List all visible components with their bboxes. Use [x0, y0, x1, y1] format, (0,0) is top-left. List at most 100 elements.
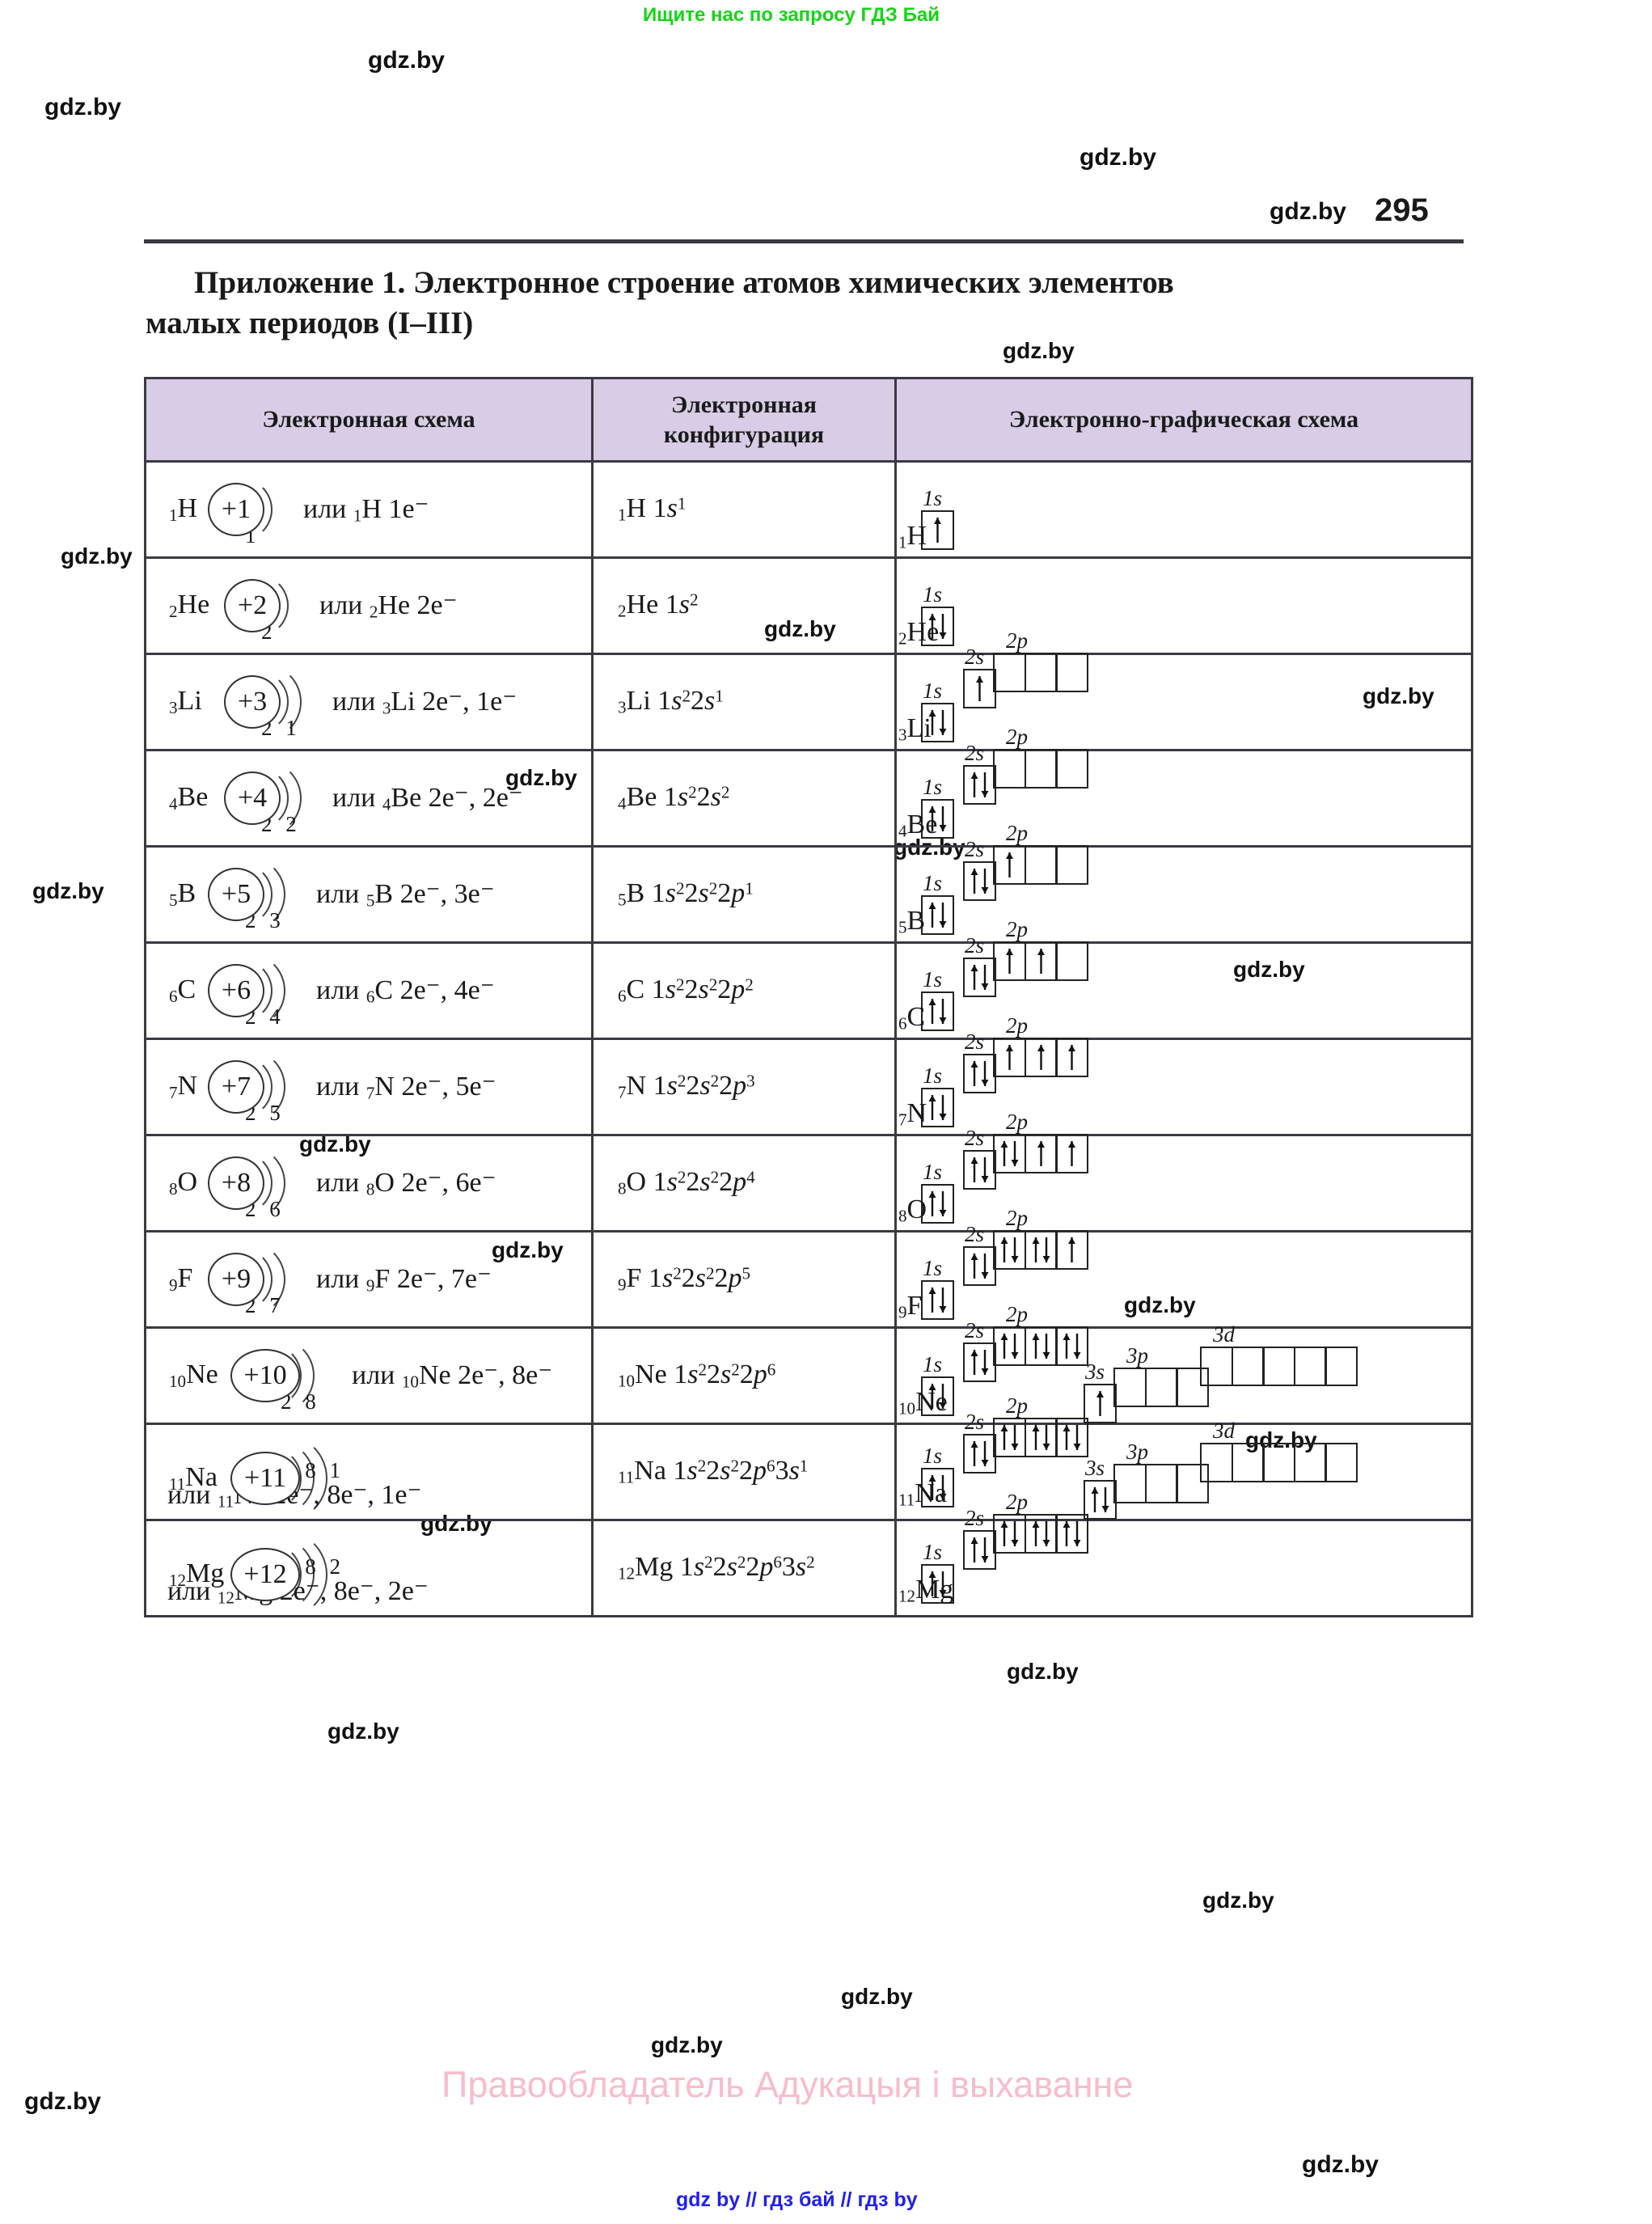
table-body: 1H +1 1 или 1H 1e⁻ 1H 1s1 1s 1H 2He +2 2 или 2He 2… [144, 460, 1473, 1619]
orbital-boxes-1s [921, 1088, 954, 1127]
column-header-electron-scheme: Электронная схема [144, 377, 594, 463]
orbital-cell-filled [993, 1514, 1026, 1554]
orbital-element-symbol: 12Mg [898, 1575, 954, 1606]
table-header-row: Электронная схема Электронная конфигурац… [144, 377, 1473, 463]
page-title-line1: Приложение 1. Электронное строение атомо… [194, 265, 1174, 300]
cell-electron-graphic-scheme: 1s 2s 2p 10Ne [894, 1302, 1473, 1425]
orbital-element-symbol: 11Na [898, 1478, 947, 1510]
orbital-cell-filled [1055, 1326, 1088, 1366]
orbital-boxes-3p [1113, 1368, 1209, 1407]
orbital-boxes-1s [921, 895, 954, 935]
orbital-cell-empty [1144, 1464, 1178, 1503]
orbital-element-symbol: 10Ne [898, 1387, 948, 1419]
orbital-boxes-1s [921, 703, 954, 742]
electron-shell-arc [209, 856, 285, 932]
orbital-cell-filled [993, 1134, 1026, 1173]
orbital-cell-filled [993, 845, 1026, 885]
electron-configuration-text: 2He 1s2 [618, 590, 699, 621]
orbital-level-label-1s: 1s [923, 1063, 943, 1088]
orbital-boxes-2p [993, 1418, 1088, 1457]
column-header-electron-configuration: Электронная конфигурация [591, 377, 897, 463]
electron-shell-arc [226, 664, 302, 740]
site-watermark: gdz.by [1080, 144, 1156, 171]
orbital-cell-empty [1113, 1464, 1147, 1503]
orbital-cell-filled [1055, 1514, 1088, 1554]
orbital-cell-filled [963, 1150, 996, 1190]
orbital-cell-filled [1084, 1480, 1117, 1520]
element-symbol: 5B [169, 878, 196, 910]
electron-configuration-text: 12Mg 1s22s22p63s2 [618, 1552, 815, 1583]
cell-electron-scheme: 2He +2 2 или 2He 2e⁻ [144, 556, 594, 655]
orbital-cell-empty [1231, 1347, 1265, 1386]
cell-electron-graphic-scheme: 1s 2s 2p 3s 3p 3d 12Mg [894, 1419, 1473, 1617]
nucleus-charge: +8 [208, 1156, 264, 1210]
cell-electron-configuration: 7N 1s22s22p3 [591, 1038, 897, 1136]
electron-shell-arc [209, 1241, 285, 1317]
orbital-cell-empty [1055, 941, 1088, 981]
orbital-cell-filled [1024, 1134, 1058, 1173]
cell-electron-graphic-scheme: 1s 2s 2p 9F [894, 1206, 1473, 1329]
orbital-level-label-1s: 1s [923, 1540, 943, 1564]
table-row: 1H +1 1 или 1H 1e⁻ 1H 1s1 1s 1H [144, 460, 1473, 559]
orbital-cell-filled [1055, 1418, 1088, 1457]
nucleus-charge: +10 [230, 1349, 300, 1402]
orbital-level-label-2s: 2s [965, 933, 985, 958]
site-watermark: gdz.by [368, 47, 445, 74]
site-watermark: gdz.by [1003, 338, 1075, 363]
site-watermark: gdz.by [1302, 2151, 1379, 2178]
electron-shell-arc [226, 760, 302, 836]
orbital-level-label-2p: 2p [1006, 1302, 1028, 1326]
electron-shell-arc [239, 1434, 327, 1523]
cell-electron-configuration: 10Ne 1s22s22p6 [591, 1326, 897, 1425]
cell-electron-scheme: 10Ne +10 2 8 или 10Ne 2e⁻, 8e⁻ [144, 1326, 594, 1425]
table-row: 8O +8 2 6 или 8O 2e⁻, 6e⁻ 8O 1s22s22p4 1s 2s 2p… [144, 1110, 1473, 1233]
orbital-boxes-3p [1113, 1464, 1209, 1503]
orbital-cell-filled [1055, 1230, 1088, 1270]
orbital-cell-empty [993, 749, 1026, 789]
orbital-cell-empty [1325, 1347, 1358, 1386]
orbital-level-label-2s: 2s [965, 1222, 985, 1246]
cell-electron-graphic-scheme: 1s 2s 2p 4Be [894, 725, 1473, 848]
orbital-level-label-1s: 1s [923, 775, 943, 799]
orbital-boxes-3s [1084, 1384, 1117, 1423]
shell-electron-text: или 9F 2e⁻, 7e⁻ [316, 1264, 492, 1296]
orbital-cell-filled [1024, 1514, 1058, 1554]
orbital-level-label-2p: 2p [1006, 821, 1028, 845]
table-row: 2He +2 2 или 2He 2e⁻ 2He 1s2 1s 2He [144, 556, 1473, 655]
nucleus-charge: +9 [208, 1253, 264, 1306]
orbital-cell-filled [993, 941, 1026, 981]
nucleus-charge: +12 [230, 1548, 300, 1601]
orbital-level-label-2s: 2s [965, 741, 985, 765]
cell-electron-scheme: 8O +8 2 6 или 8O 2e⁻, 6e⁻ [144, 1134, 594, 1233]
orbital-level-label-2s: 2s [965, 837, 985, 861]
orbital-level-label-1s: 1s [923, 1444, 943, 1468]
orbital-cell-empty [1024, 845, 1058, 885]
element-symbol: 9F [169, 1263, 193, 1295]
orbital-level-label-3s: 3s [1085, 1456, 1105, 1480]
nucleus-charge: +3 [224, 675, 281, 729]
orbital-level-label-1s: 1s [923, 967, 943, 991]
orbital-boxes-1s [921, 799, 954, 839]
orbital-cell-empty [1200, 1443, 1233, 1482]
shell-electron-text: или 4Be 2e⁻, 2e⁻ [332, 783, 523, 814]
table-row: 10Ne +10 2 8 или 10Ne 2e⁻, 8e⁻ 10Ne 1s22s22p… [144, 1302, 1473, 1425]
cell-electron-configuration: 4Be 1s22s2 [591, 749, 897, 848]
cell-electron-configuration: 2He 1s2 [591, 556, 897, 655]
orbital-cell-filled [921, 703, 954, 742]
orbital-boxes-2s [963, 1246, 996, 1286]
element-symbol: 6C [169, 975, 196, 1006]
orbital-boxes-1s [921, 991, 954, 1031]
cell-electron-graphic-scheme: 1s 2s 2p 3Li [894, 628, 1473, 751]
cell-electron-graphic-scheme: 1s 2s 2p 8O [894, 1110, 1473, 1233]
orbital-boxes-2p [993, 1134, 1088, 1173]
cell-electron-graphic-scheme: 1s 2He [894, 556, 1473, 655]
cell-electron-scheme: 4Be +4 2 2 или 4Be 2e⁻, 2e⁻ [144, 749, 594, 848]
orbital-cell-empty [1262, 1347, 1295, 1386]
orbital-boxes-1s [921, 510, 954, 550]
cell-electron-scheme: 3Li +3 2 1 или 3Li 2e⁻, 1e⁻ [144, 653, 594, 751]
site-watermark: gdz.by [1270, 198, 1346, 225]
nucleus-charge: +6 [208, 964, 264, 1017]
orbital-boxes-3s [1084, 1480, 1117, 1520]
orbital-boxes-2p [993, 1230, 1088, 1270]
orbital-cell-empty [1055, 845, 1088, 885]
